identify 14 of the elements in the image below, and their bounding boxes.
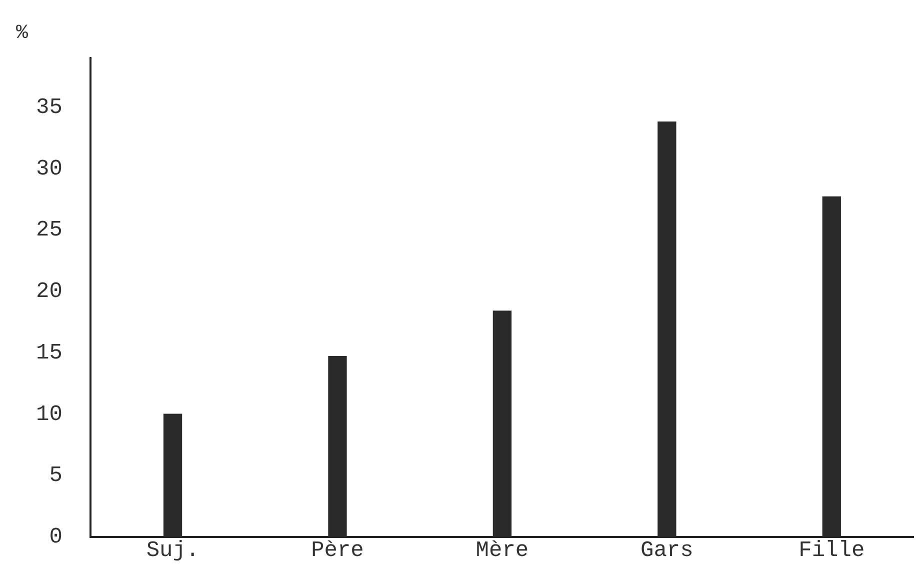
y-tick-label: 25 <box>36 218 62 243</box>
x-tick-label: Fille <box>798 538 865 563</box>
y-tick-label: 0 <box>49 524 62 550</box>
x-tick-label: Père <box>311 538 364 563</box>
y-tick-label: 20 <box>36 279 62 304</box>
y-tick-label: 30 <box>36 156 62 182</box>
y-tick-label: 15 <box>36 340 62 366</box>
x-tick-label: Gars <box>640 538 694 563</box>
x-tick-label: Suj. <box>146 538 200 563</box>
y-axis-title: % <box>16 22 29 45</box>
x-tick-label: Mère <box>476 538 529 563</box>
y-tick-label: 5 <box>49 463 62 488</box>
y-tick-label: 10 <box>36 402 62 427</box>
y-tick-label: 35 <box>36 94 62 120</box>
